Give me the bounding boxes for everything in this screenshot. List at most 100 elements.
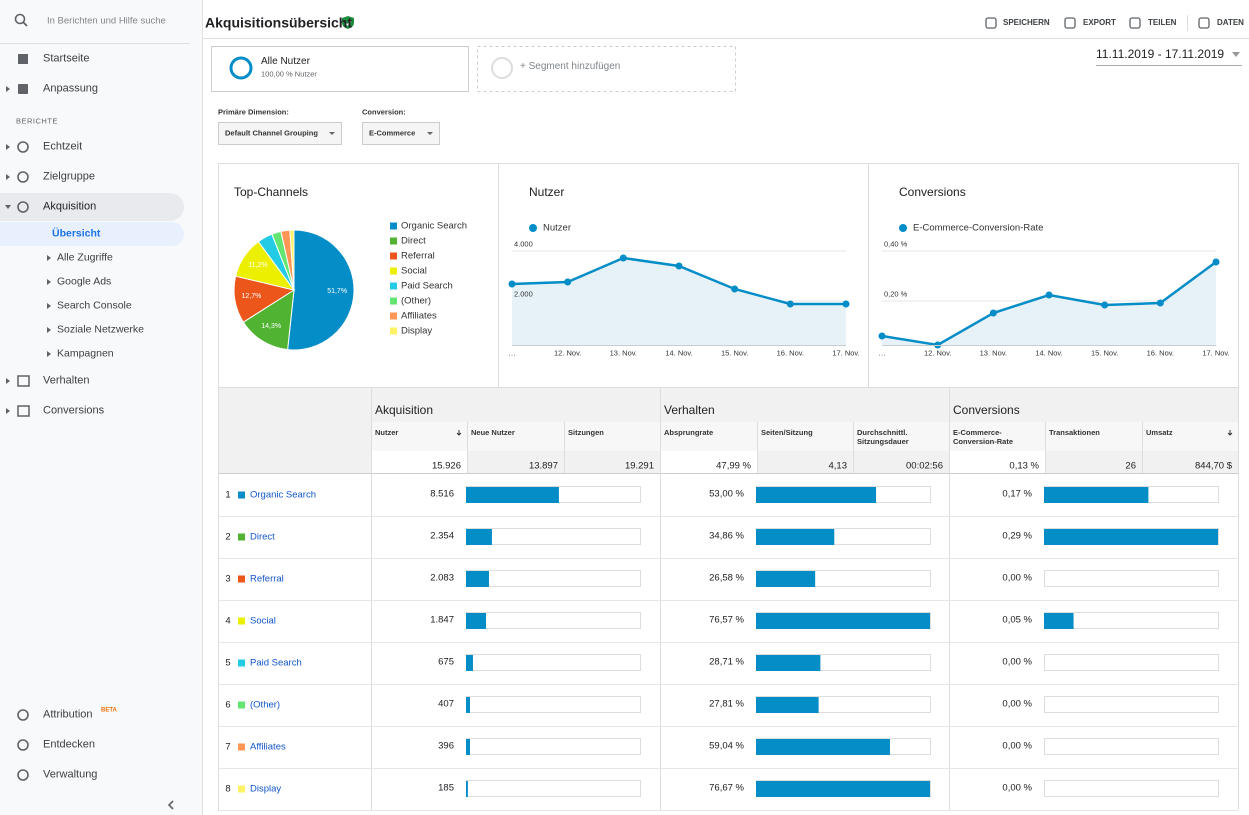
legend-swatch: [390, 312, 397, 320]
legend-label: Paid Search: [401, 280, 453, 292]
action-button[interactable]: TEILEN: [1148, 18, 1177, 28]
date-range[interactable]: 11.11.2019 - 17.11.2019: [1096, 46, 1225, 61]
nav-item[interactable]: Verwaltung: [43, 768, 98, 781]
dimension-label: Primäre Dimension:: [218, 107, 289, 117]
nav-active-bg: [0, 193, 184, 221]
date-arrow[interactable]: [1232, 52, 1240, 57]
nav-icon: [17, 709, 29, 721]
area: [882, 262, 1216, 345]
legend-swatch: [390, 252, 397, 260]
total-value: 4,13: [828, 460, 848, 472]
dimension-label: Conversion:: [362, 107, 406, 117]
pie-label: 51,7%: [327, 288, 348, 296]
channel-link[interactable]: Organic Search: [250, 489, 317, 501]
action-button[interactable]: SPEICHERN: [1003, 18, 1050, 28]
segment-ring: [229, 56, 253, 80]
column-header[interactable]: Nutzer: [375, 428, 399, 437]
nav-item[interactable]: Zielgruppe: [43, 170, 95, 183]
segment-box[interactable]: [211, 46, 469, 92]
add-segment-box[interactable]: [477, 46, 736, 92]
channel-link[interactable]: Direct: [250, 531, 275, 543]
action-icon[interactable]: [985, 17, 997, 29]
dropdown-value[interactable]: E-Commerce: [369, 128, 416, 138]
channel-link[interactable]: Paid Search: [250, 657, 302, 669]
nav-subitem[interactable]: Search Console: [57, 299, 132, 312]
channel-link[interactable]: Referral: [250, 573, 284, 585]
x-tick-label: 15. Nov.: [720, 348, 749, 358]
cell-value: 185: [438, 782, 454, 794]
cell-value: 59,04 %: [709, 740, 744, 752]
nav-subitem[interactable]: Alle Zugriffe: [57, 251, 113, 264]
channel-link[interactable]: Display: [250, 783, 282, 795]
column-header[interactable]: Absprungrate: [664, 428, 714, 437]
nav-item[interactable]: Conversions: [43, 404, 105, 417]
total-value: 0,13 %: [1009, 460, 1039, 472]
total-value: 844,70 $: [1195, 460, 1232, 472]
dropdown[interactable]: [362, 122, 440, 145]
x-tick-label: 13. Nov.: [609, 348, 638, 358]
column-header[interactable]: Transaktionen: [1049, 428, 1100, 437]
row-rank: 5: [225, 657, 231, 669]
dropdown[interactable]: [218, 122, 342, 145]
point: [878, 332, 886, 340]
total-value: 15.926: [431, 460, 461, 472]
action-icon[interactable]: [1064, 17, 1076, 29]
nav-subitem[interactable]: Kampagnen: [57, 347, 114, 360]
action-icon[interactable]: [1129, 17, 1141, 29]
nav-item[interactable]: Verhalten: [43, 374, 90, 387]
channel-link[interactable]: (Other): [250, 699, 281, 711]
collapse-icon[interactable]: [167, 800, 174, 810]
nav-item[interactable]: Echtzeit: [43, 140, 83, 153]
cell-value: 0,00 %: [1002, 572, 1032, 584]
sort-icon: [456, 430, 462, 436]
column-header[interactable]: Neue Nutzer: [471, 428, 515, 437]
x-tick-label: …: [508, 348, 516, 358]
column-header[interactable]: Durchschnittl. Sitzungsdauer: [857, 428, 909, 446]
legend-swatch: [390, 327, 397, 335]
channel-link[interactable]: Social: [250, 615, 276, 627]
bar: [1044, 487, 1149, 503]
expand-arrow: [6, 144, 10, 150]
point: [675, 262, 683, 270]
column-header[interactable]: E-Commerce-Conversion-Rate: [953, 428, 1014, 446]
dropdown-value[interactable]: Default Channel Grouping: [225, 128, 318, 138]
x-tick-label: 14. Nov.: [665, 348, 693, 358]
legend-label: (Other): [401, 295, 432, 307]
point: [1156, 299, 1164, 307]
dropdown-arrow: [329, 132, 335, 135]
cell-value: 396: [438, 740, 454, 752]
action-button[interactable]: DATEN: [1217, 18, 1244, 28]
nav-subitem[interactable]: Soziale Netzwerke: [57, 323, 144, 336]
nav-item[interactable]: Startseite: [43, 52, 90, 65]
point: [619, 254, 627, 262]
add-segment-ring: [491, 57, 513, 79]
point: [731, 285, 739, 293]
action-icon[interactable]: [1198, 17, 1210, 29]
add-segment[interactable]: + Segment hinzufügen: [520, 61, 621, 72]
nav-subitem[interactable]: Google Ads: [57, 275, 112, 288]
column-header[interactable]: Umsatz: [1146, 428, 1173, 437]
sort-icon: [1227, 430, 1233, 436]
x-tick-label: 17. Nov.: [1202, 348, 1230, 358]
action-button[interactable]: EXPORT: [1083, 18, 1116, 28]
expand-arrow: [47, 303, 51, 309]
search-input[interactable]: In Berichten und Hilfe suche: [47, 15, 166, 27]
cell-value: 76,67 %: [709, 782, 744, 794]
row-swatch: [238, 785, 245, 793]
nav-item[interactable]: Entdecken: [43, 738, 95, 751]
point: [564, 278, 572, 286]
column-header[interactable]: Sitzungen: [568, 428, 604, 437]
nav-icon: [18, 54, 28, 64]
column-header[interactable]: Seiten/Sitzung: [761, 428, 813, 437]
nav-item[interactable]: Attribution: [43, 708, 93, 721]
totals-cell-bg: [660, 451, 757, 473]
expand-arrow: [6, 174, 10, 180]
nav-item[interactable]: Anpassung: [43, 82, 99, 95]
nav-subitem-selected[interactable]: Übersicht: [52, 227, 101, 240]
area: [512, 258, 846, 345]
nav-item[interactable]: Akquisition: [43, 200, 97, 213]
channel-link[interactable]: Affiliates: [250, 741, 286, 753]
segment-name: Alle Nutzer: [261, 56, 310, 67]
bar: [1044, 529, 1218, 545]
cell-value: 8.516: [430, 488, 454, 500]
